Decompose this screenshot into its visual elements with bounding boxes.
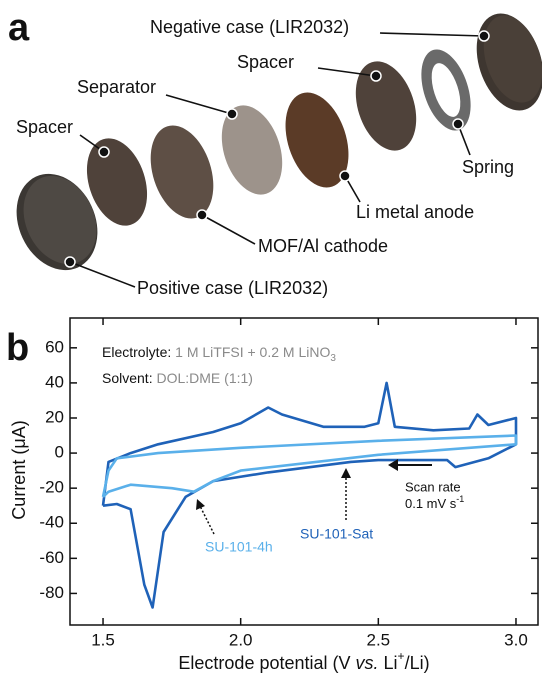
leaders xyxy=(64,30,490,288)
y-axis-title: Current (μA) xyxy=(9,420,29,519)
series-label: SU-101-4h xyxy=(205,539,273,555)
panel-label: b xyxy=(6,327,29,369)
plot-frame xyxy=(69,317,539,626)
dot xyxy=(370,70,382,82)
leader xyxy=(317,67,377,77)
series-label: SU-101-Sat xyxy=(300,526,373,542)
leader xyxy=(69,261,136,288)
x-tick-label: 3.0 xyxy=(504,630,528,649)
y-tick-label: 0 xyxy=(55,443,64,462)
scan-arrow-head xyxy=(388,459,398,471)
leader xyxy=(165,94,233,115)
dot xyxy=(226,108,238,120)
x-axis-title: Electrode potential (V vs. Li+/Li) xyxy=(178,649,429,673)
plot: 60 40 20 0 -20 -40 -60 -80 1.5 2.0 2.5 3.0 SU-101-Sa… xyxy=(39,318,538,649)
part-label: Negative case (LIR2032) xyxy=(150,17,349,37)
x-tick-label: 1.5 xyxy=(91,630,115,649)
x-tick-label: 2.0 xyxy=(229,630,253,649)
cathode xyxy=(150,125,214,219)
negative-case xyxy=(483,15,542,103)
coin-cell-parts xyxy=(16,13,542,271)
part-label: Spacer xyxy=(237,52,294,72)
part-label: Spacer xyxy=(16,117,73,137)
x-tick-label: 2.5 xyxy=(367,630,391,649)
scan-rate-title: Scan rate xyxy=(405,479,461,494)
panel-label: a xyxy=(8,7,30,49)
dot xyxy=(339,170,351,182)
y-tick-label: -80 xyxy=(39,583,64,602)
cv-curve xyxy=(101,434,518,498)
positive-case xyxy=(23,175,97,265)
electrolyte-note: Electrolyte: 1 M LiTFSI + 0.2 M LiNO3 xyxy=(102,344,336,364)
pointer-head xyxy=(341,468,351,478)
y-tick-label: 40 xyxy=(45,372,64,391)
pointer-head xyxy=(196,499,205,510)
cv-curve xyxy=(101,381,518,609)
dot xyxy=(64,256,76,268)
y-tick-label: -20 xyxy=(39,478,64,497)
leader xyxy=(379,32,485,37)
y-tick-label: 60 xyxy=(45,337,64,356)
solvent-note: Solvent: DOL:DME (1:1) xyxy=(102,370,253,386)
dot xyxy=(452,118,464,130)
spacer xyxy=(86,138,148,226)
spacer xyxy=(355,61,417,151)
dot xyxy=(478,30,490,42)
pointer xyxy=(199,505,215,535)
leader xyxy=(201,214,256,245)
part-label: Separator xyxy=(77,77,156,97)
spring-hole xyxy=(431,63,461,117)
part-label: Spring xyxy=(462,157,514,177)
li-anode xyxy=(285,92,349,188)
part-label: Li metal anode xyxy=(356,202,474,222)
part-label: MOF/Al cathode xyxy=(258,236,388,256)
scan-rate-value: 0.1 mV s-1 xyxy=(405,494,464,511)
y-tick-label: -40 xyxy=(39,513,64,532)
part-label: Positive case (LIR2032) xyxy=(137,278,328,298)
separator xyxy=(221,105,283,195)
y-tick-label: -60 xyxy=(39,548,64,567)
dot xyxy=(98,146,110,158)
y-tick-label: 20 xyxy=(45,407,64,426)
dot xyxy=(196,209,208,221)
